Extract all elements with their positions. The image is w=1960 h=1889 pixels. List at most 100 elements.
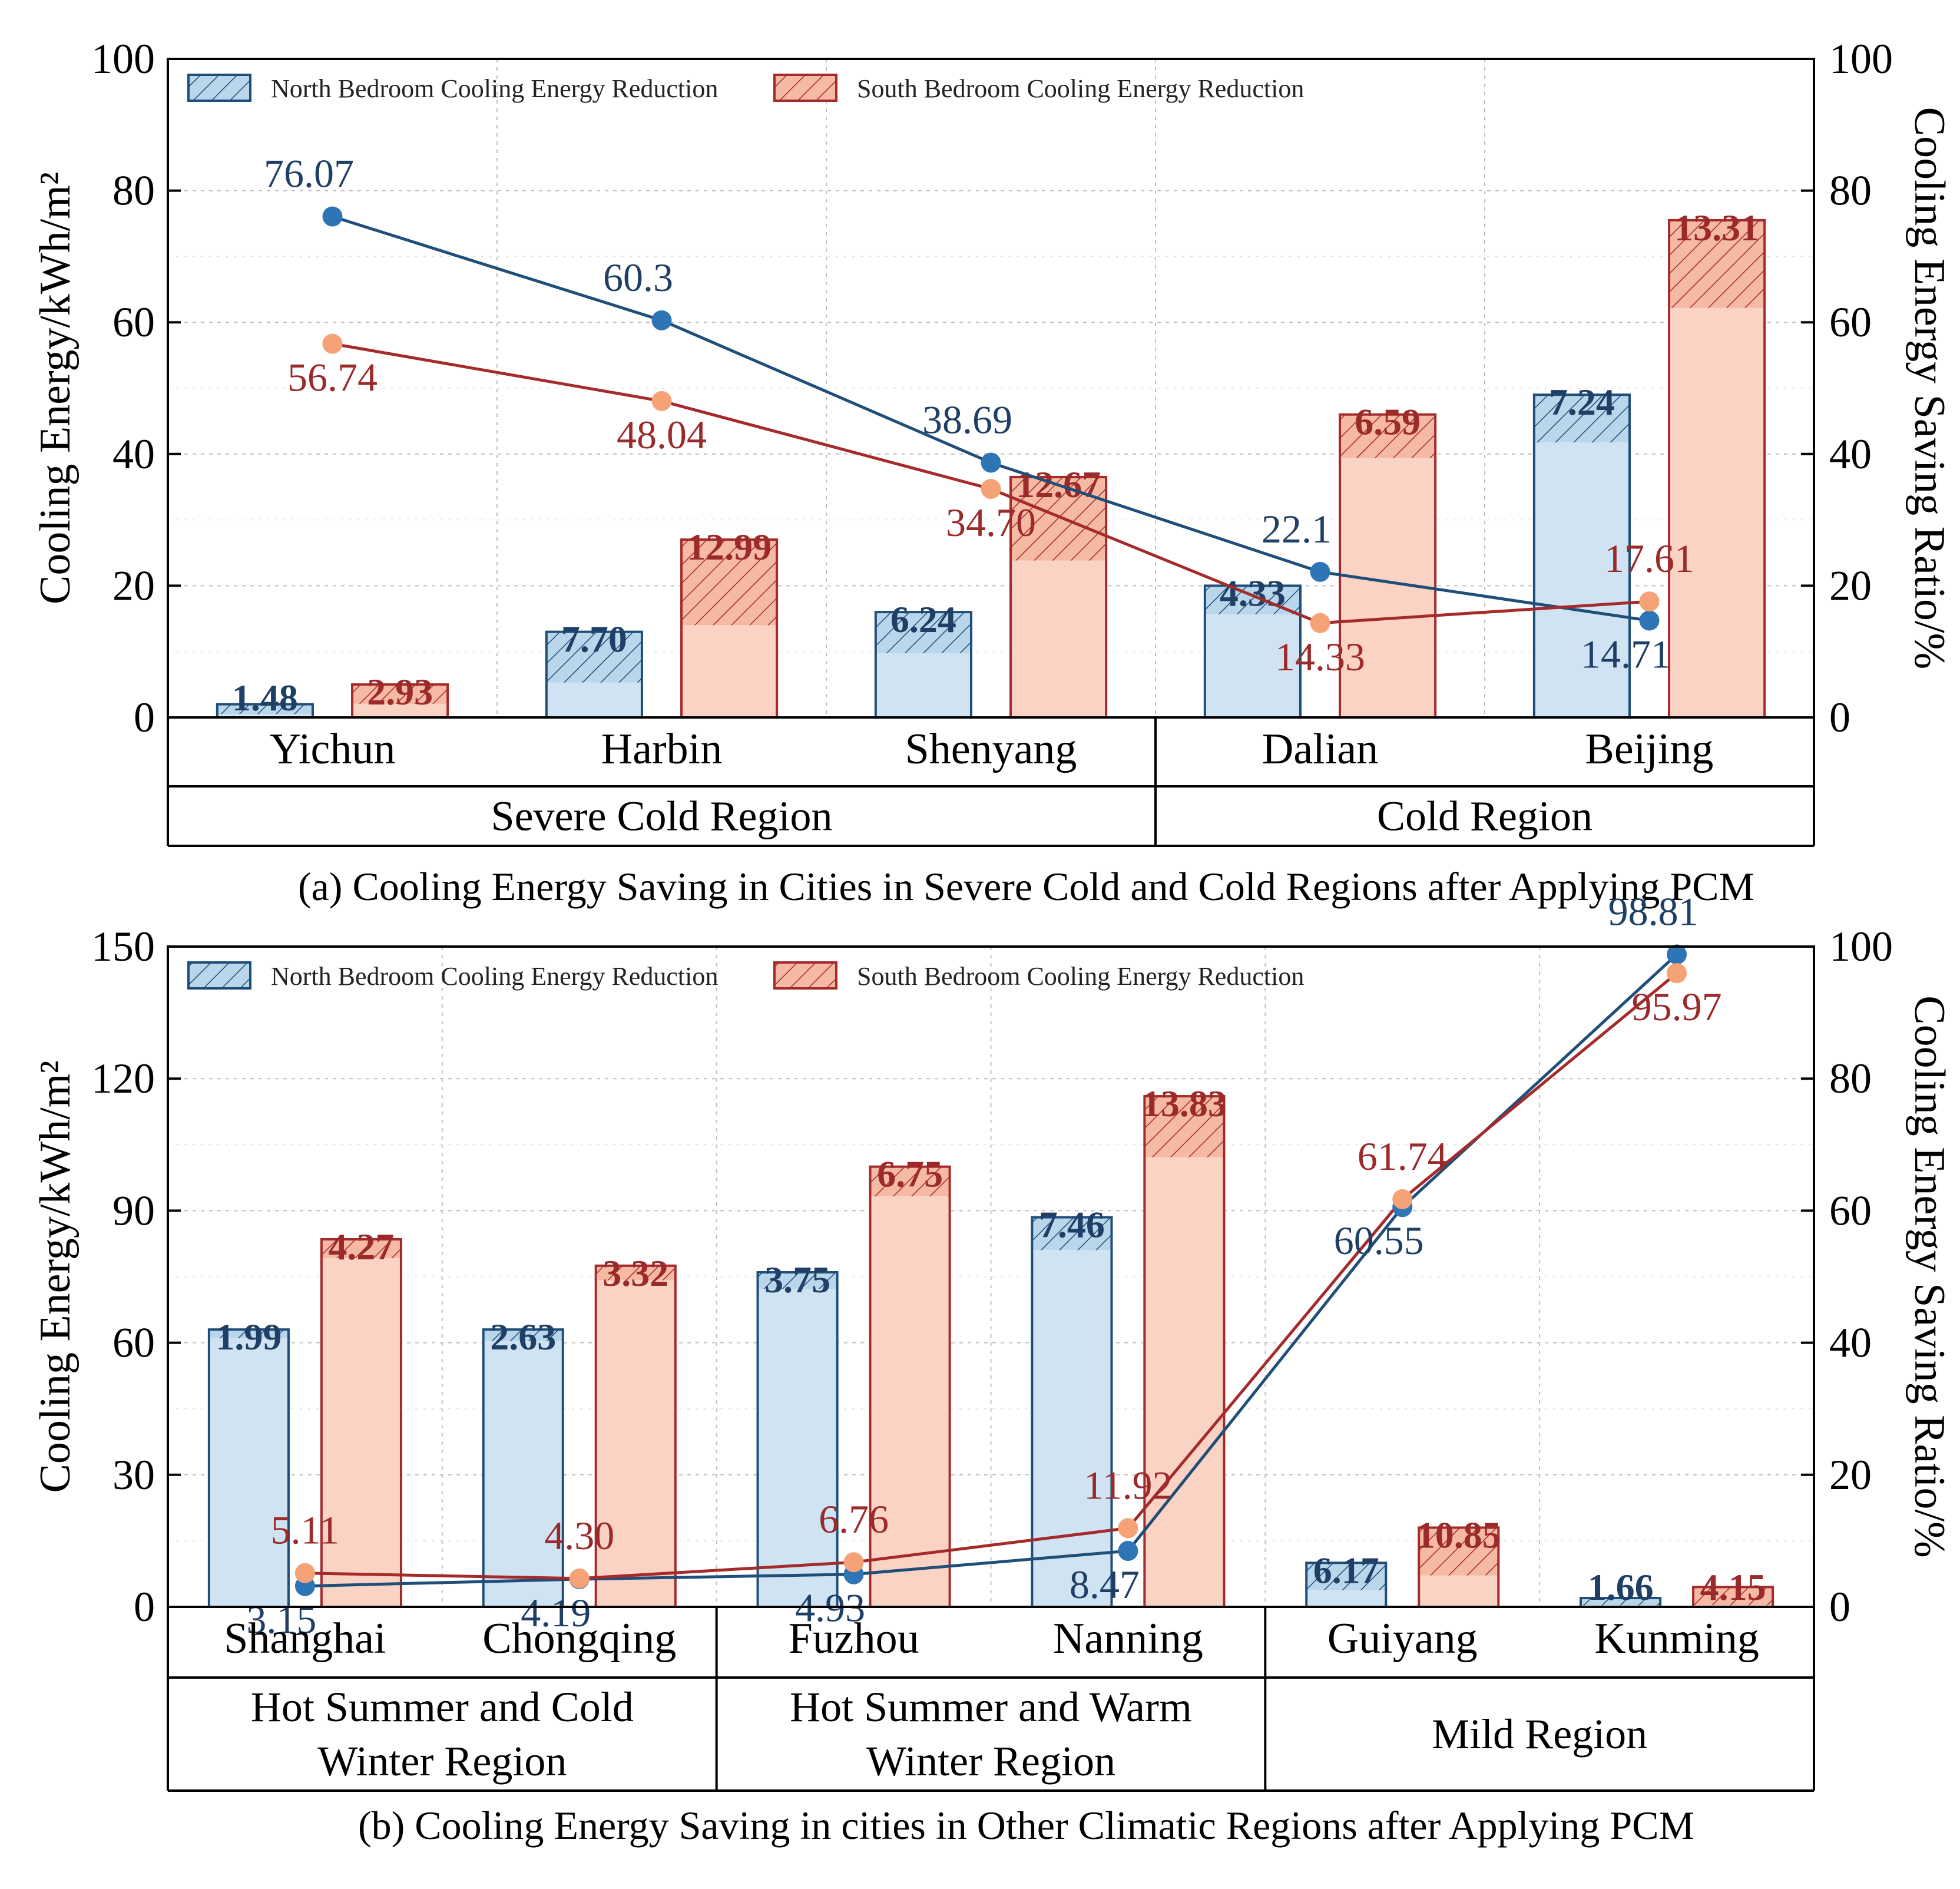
south-ratio-point bbox=[322, 333, 343, 354]
south-bar-reduction-dalian bbox=[1340, 414, 1436, 458]
y-tick-label-right: 100 bbox=[1829, 923, 1893, 970]
plot-frame bbox=[167, 945, 1815, 1608]
north-ratio-line bbox=[304, 953, 1678, 1588]
north-ratio-label: 4.19 bbox=[521, 1590, 591, 1635]
y-tick-label-left: 20 bbox=[112, 562, 155, 609]
north-reduction-label: 4.33 bbox=[1220, 572, 1286, 614]
south-bar-remaining-shenyang bbox=[1011, 560, 1107, 717]
y-tick-label-right: 40 bbox=[1829, 431, 1872, 478]
y-tick-label-left: 90 bbox=[112, 1187, 155, 1234]
category-label-guiyang: Guiyang bbox=[1327, 1615, 1478, 1663]
y-axis-title-left: Cooling Energy/kWh/m² bbox=[31, 1060, 80, 1493]
north-ratio-label: 38.69 bbox=[922, 397, 1012, 442]
y-tick-label-right: 20 bbox=[1829, 1451, 1872, 1498]
y-tick-label-left: 0 bbox=[134, 1583, 155, 1630]
south-bar-remaining-fuzhou bbox=[870, 1196, 950, 1607]
south-legend-label: South Bedroom Cooling Energy Reduction bbox=[857, 962, 1304, 991]
category-label-yichun: Yichun bbox=[270, 725, 396, 773]
north-ratio-point bbox=[1310, 561, 1330, 582]
y-tick-label-left: 150 bbox=[91, 923, 155, 970]
north-ratio-label: 14.71 bbox=[1581, 632, 1671, 677]
y-tick-label-right: 60 bbox=[1829, 299, 1872, 346]
legend: North Bedroom Cooling Energy Reduction So… bbox=[187, 961, 1304, 991]
south-ratio-point bbox=[1310, 613, 1330, 633]
category-table: Yichun Harbin Shenyang Dalian Beijing Severe … bbox=[167, 717, 1815, 847]
group-label: Severe Cold Region bbox=[491, 793, 833, 840]
north-legend-label: North Bedroom Cooling Energy Reduction bbox=[271, 74, 718, 103]
south-reduction-label: 4.27 bbox=[328, 1226, 394, 1268]
south-reduction-label: 4.15 bbox=[1700, 1566, 1766, 1608]
north-bar-reduction-shanghai bbox=[208, 1329, 289, 1339]
south-ratio-label: 14.33 bbox=[1275, 634, 1365, 679]
grid bbox=[168, 59, 1814, 717]
south-ratio-label: 6.76 bbox=[819, 1497, 889, 1541]
south-ratio-label: 61.74 bbox=[1358, 1134, 1448, 1179]
north-reduction-label: 6.17 bbox=[1313, 1549, 1379, 1591]
north-bar-reduction-beijing bbox=[1534, 395, 1630, 443]
chart-panel-b: 1.99 4.27 2.63 3.32 3.75 6.75 7.46 13.83 6.17 10.… bbox=[31, 889, 1954, 1848]
north-bar-remaining-dalian bbox=[1204, 614, 1300, 717]
group-label: Hot Summer and Warm bbox=[790, 1683, 1192, 1731]
north-ratio-label: 60.3 bbox=[603, 255, 673, 300]
south-ratio-point bbox=[294, 1563, 315, 1583]
y-tick-label-right: 60 bbox=[1829, 1187, 1872, 1234]
y-tick-label-left: 120 bbox=[91, 1055, 155, 1102]
y-tick-label-right: 0 bbox=[1829, 694, 1850, 741]
y-tick-label-right: 40 bbox=[1829, 1319, 1872, 1367]
south-bar-remaining-nanning bbox=[1144, 1157, 1224, 1607]
north-reduction-label: 1.66 bbox=[1588, 1566, 1654, 1608]
south-reduction-label: 13.83 bbox=[1142, 1083, 1227, 1124]
north-bar-remaining-shenyang bbox=[875, 653, 971, 717]
north-ratio-label: 60.55 bbox=[1334, 1218, 1424, 1263]
north-reduction-label: 7.46 bbox=[1039, 1204, 1105, 1246]
north-bar-remaining-fuzhou bbox=[757, 1289, 837, 1607]
south-ratio-label: 56.74 bbox=[287, 355, 378, 400]
south-bar-reduction-shanghai bbox=[321, 1239, 401, 1258]
north-ratio-label: 3.15 bbox=[246, 1597, 316, 1642]
north-ratio-label: 76.07 bbox=[264, 151, 354, 196]
y-tick-label-left: 40 bbox=[112, 431, 155, 478]
south-ratio-line bbox=[304, 972, 1678, 1580]
north-bar-remaining-yichun bbox=[217, 714, 313, 717]
north-ratio-point bbox=[1667, 944, 1687, 965]
y-tick-label-left: 100 bbox=[91, 35, 155, 82]
y-tick-label-right: 80 bbox=[1829, 167, 1872, 214]
south-legend-swatch bbox=[773, 74, 837, 102]
y-tick-label-left: 60 bbox=[112, 299, 155, 346]
category-label-dalian: Dalian bbox=[1262, 725, 1378, 773]
south-bar-remaining-chongqing bbox=[595, 1280, 676, 1607]
y-axis-title-right: Cooling Energy Saving Ratio/% bbox=[1905, 107, 1954, 669]
south-bar-remaining-harbin bbox=[681, 625, 777, 717]
north-reduction-label: 7.70 bbox=[561, 618, 627, 660]
group-label: Mild Region bbox=[1432, 1711, 1647, 1758]
south-ratio-label: 11.92 bbox=[1084, 1463, 1172, 1507]
south-reduction-label: 13.31 bbox=[1674, 207, 1759, 249]
south-bar-reduction-kunming bbox=[1693, 1587, 1773, 1606]
north-ratio-point bbox=[651, 310, 672, 330]
north-ratio-point bbox=[1639, 610, 1660, 631]
y-tick-label-right: 80 bbox=[1829, 1055, 1872, 1102]
south-bar-reduction-guiyang bbox=[1419, 1527, 1499, 1576]
panel-caption: (a) Cooling Energy Saving in Cities in S… bbox=[298, 864, 1754, 909]
legend: North Bedroom Cooling Energy Reduction So… bbox=[187, 74, 1304, 103]
south-bar-reduction-chongqing bbox=[595, 1265, 676, 1281]
y-tick-label-right: 100 bbox=[1829, 35, 1893, 82]
south-legend-label: South Bedroom Cooling Energy Reduction bbox=[857, 74, 1304, 103]
south-ratio-point bbox=[651, 391, 672, 411]
south-bar-remaining-shanghai bbox=[321, 1258, 401, 1607]
group-label: Winter Region bbox=[317, 1738, 567, 1785]
y-axis-title-right: Cooling Energy Saving Ratio/% bbox=[1905, 995, 1954, 1557]
y-tick-label-right: 0 bbox=[1829, 1583, 1850, 1630]
north-bar-reduction-harbin bbox=[546, 631, 642, 683]
category-label-shenyang: Shenyang bbox=[905, 725, 1077, 773]
category-label-kunming: Kunming bbox=[1594, 1615, 1759, 1663]
north-legend-label: North Bedroom Cooling Energy Reduction bbox=[271, 962, 718, 991]
south-reduction-label: 6.75 bbox=[877, 1153, 943, 1195]
south-ratio-label: 17.61 bbox=[1604, 536, 1694, 581]
south-reduction-label: 10.85 bbox=[1416, 1514, 1501, 1556]
y-tick-label-right: 20 bbox=[1829, 562, 1872, 609]
category-table: Shanghai Chongqing Fuzhou Nanning Guiyang Kun… bbox=[167, 1607, 1815, 1792]
